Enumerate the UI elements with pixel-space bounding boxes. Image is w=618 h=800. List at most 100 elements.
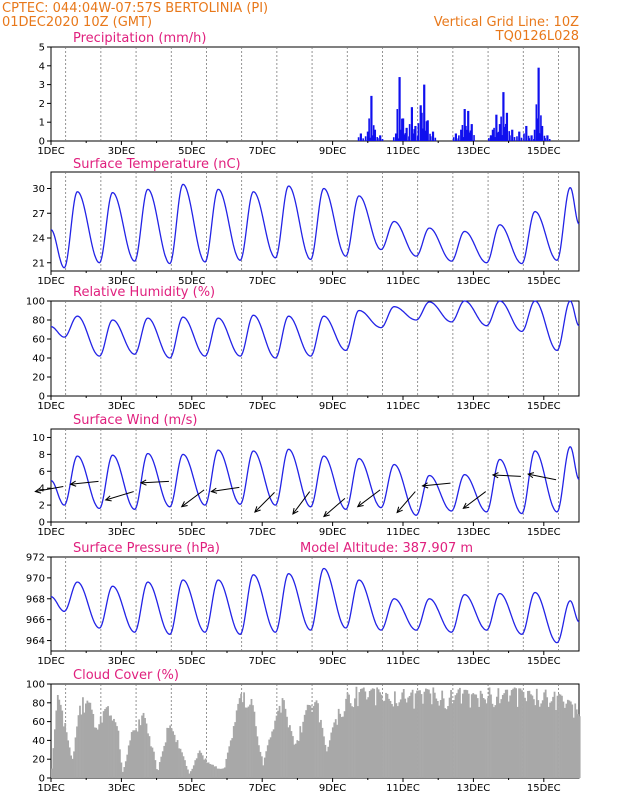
cloud-bar (559, 694, 562, 778)
cloud-bar (151, 747, 154, 778)
precip-bar (535, 104, 538, 141)
cloud-bar (349, 703, 352, 778)
precip-bar (466, 129, 468, 141)
cloud-bar (176, 740, 179, 778)
cloud-bar (498, 703, 501, 778)
cloud-bar (531, 695, 534, 778)
cloud-bar (123, 767, 126, 778)
cloud-bar (275, 715, 278, 778)
y-tick-label: 0 (39, 774, 45, 785)
cloud-bar (212, 764, 214, 778)
cloud-bar (365, 699, 368, 778)
y-tick-label: 2 (39, 99, 45, 110)
x-tick-label: 15DEC (527, 276, 561, 287)
cloud-bar (311, 713, 313, 778)
x-tick-label: 15DEC (527, 146, 561, 157)
cloud-bar (70, 755, 72, 778)
cloud-bar (238, 698, 241, 778)
wind-vector (292, 491, 311, 515)
cloud-bar (150, 746, 152, 778)
cloud-bar (136, 731, 139, 778)
wind-arrowhead (396, 506, 403, 514)
y-tick-label: 10 (32, 433, 45, 444)
cloud-bar (108, 715, 111, 778)
cloud-bar (59, 704, 62, 778)
precip-bar (372, 125, 375, 141)
cloud-bar (433, 692, 436, 778)
cloud-bar (364, 691, 367, 778)
precip-bar (544, 138, 546, 141)
y-tick-label: 30 (32, 184, 45, 195)
cloud-bar (568, 700, 571, 778)
cloud-bar (448, 697, 451, 778)
precip-bar (525, 125, 528, 141)
x-tick-label: 15DEC (527, 783, 561, 794)
cloud-bar (284, 708, 287, 778)
cloud-bar (223, 767, 226, 778)
x-tick-label: 3DEC (108, 783, 135, 794)
cloud-bar (401, 692, 404, 778)
x-tick-label: 9DEC (319, 527, 346, 538)
x-tick-label: 13DEC (457, 783, 491, 794)
cloud-bar (395, 703, 398, 778)
cloud-bar (432, 687, 435, 778)
precip-bar (410, 107, 413, 141)
cloud-bar (340, 717, 343, 778)
cloud-bar (228, 746, 231, 778)
cloud-bar (144, 717, 146, 778)
panel-title: Surface Wind (m/s) (73, 413, 197, 428)
cloud-bar (133, 730, 136, 778)
cloud-bar (328, 740, 331, 778)
cloud-bar (218, 768, 220, 778)
y-tick-label: 2 (39, 501, 45, 512)
precip-bar (431, 131, 435, 141)
panel-wind: 0 2 4 6 8 10 1DEC 3DEC 5DEC 7DEC 9DEC 11DEC 13DEC 15D… (32, 413, 580, 538)
x-tick-label: 7DEC (249, 146, 276, 157)
cloud-bar (345, 698, 347, 778)
y-tick-label: 20 (32, 755, 45, 766)
precip-bar (473, 135, 475, 141)
cloud-bar (454, 695, 457, 778)
cloud-bar (451, 703, 454, 778)
cloud-bar (145, 723, 148, 778)
cloud-bar (178, 748, 180, 778)
cloud-bar (330, 732, 333, 778)
cloud-bar (182, 756, 185, 778)
precip-bar (419, 105, 422, 141)
x-tick-label: 9DEC (319, 783, 346, 794)
cloud-bar (327, 746, 330, 778)
cloud-bar (410, 692, 413, 778)
precip-bar (424, 130, 427, 141)
cloud-bar (385, 692, 387, 778)
wind-vector (463, 491, 487, 509)
cloud-bar (181, 752, 183, 778)
precip-bar (373, 129, 377, 141)
cloud-bar (299, 726, 302, 778)
cloud-bar (207, 762, 210, 778)
cloud-bar (562, 701, 565, 778)
cloud-bar (259, 751, 262, 778)
cloud-bar (312, 706, 315, 778)
cloud-bar (413, 708, 415, 778)
cloud-bar (524, 697, 526, 778)
cloud-bar (487, 698, 489, 778)
cloud-bar (226, 752, 229, 778)
cloud-bar (234, 722, 237, 778)
cloud-bar (367, 697, 370, 778)
cloud-bar (491, 703, 494, 778)
cloud-bar (423, 691, 426, 778)
cloud-bar (425, 688, 427, 778)
y-tick-label: 968 (26, 594, 45, 605)
precip-bar (537, 67, 540, 141)
precip-bar (465, 125, 467, 141)
cloud-bar (404, 698, 407, 778)
plot-frame (50, 556, 580, 652)
cloud-bar (110, 715, 112, 778)
cloud-bar (541, 700, 544, 778)
precip-bar (461, 125, 464, 141)
cloud-bar (438, 705, 441, 778)
cloud-bar (374, 705, 377, 778)
cloud-bar (373, 688, 376, 778)
cloud-bar (271, 731, 274, 778)
cloud-bar (55, 710, 58, 778)
